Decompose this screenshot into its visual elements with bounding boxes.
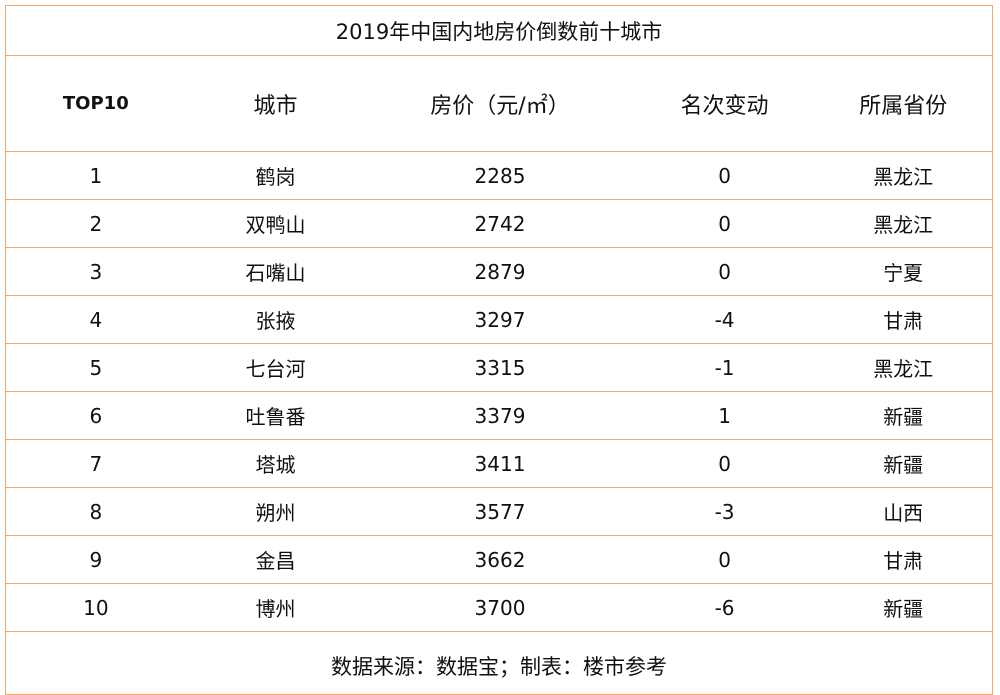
table-cell: 10 [83,595,109,620]
table-row: 3 石嘴山 2879 0 宁夏 [6,248,992,296]
table-row: 4 张掖 3297 -4 甘肃 [6,296,992,344]
table-cell: 新疆 [883,405,924,429]
table-row: 10 博州 3700 -6 新疆 [6,584,992,632]
table-cell: 博州 [255,597,296,621]
table-cell: 3411 [474,451,526,476]
header-row: TOP10 城市 房价（元/㎡） 名次变动 所属省份 [6,56,992,152]
table-cell: 2742 [474,211,526,236]
table-cell: 3315 [474,355,526,380]
table-cell: 黑龙江 [873,165,934,189]
table-row: 6 吐鲁番 3379 1 新疆 [6,392,992,440]
table-cell: 0 [718,547,731,572]
table: 2019年中国内地房价倒数前十城市 TOP10 城市 房价（元/㎡） 名次变动 所属省份… [5,5,993,695]
table-row: 9 金昌 3662 0 甘肃 [6,536,992,584]
table-cell: 新疆 [883,597,924,621]
table-cell: 2879 [474,259,526,284]
table-cell: 3379 [474,403,526,428]
table-title: 2019年中国内地房价倒数前十城市 [6,6,992,56]
table-row: 8 朔州 3577 -3 山西 [6,488,992,536]
table-cell: 0 [718,163,731,188]
table-cell: 吐鲁番 [245,405,306,429]
table-cell: 七台河 [245,357,306,381]
table-cell: 山西 [883,501,924,525]
table-cell: 3 [89,259,103,284]
table-cell: 宁夏 [883,261,924,285]
table-cell: -3 [714,499,735,524]
table-row: 2 双鸭山 2742 0 黑龙江 [6,200,992,248]
table-cell: 鹤岗 [255,165,296,189]
table-cell: 7 [89,451,103,476]
table-cell: 3297 [474,307,526,332]
table-cell: 3700 [474,595,526,620]
table-cell: 5 [89,355,103,380]
table-cell: 甘肃 [883,309,924,333]
table-row: 7 塔城 3411 0 新疆 [6,440,992,488]
table-cell: 2 [89,211,103,236]
table-cell: 黑龙江 [873,213,934,237]
header-cell: 房价（元/㎡） [430,93,570,119]
table-cell: 3577 [474,499,526,524]
table-cell: 张掖 [255,309,296,333]
table-cell: 甘肃 [883,549,924,573]
table-cell: 8 [89,499,103,524]
table-row: 1 鹤岗 2285 0 黑龙江 [6,152,992,200]
table-cell: 4 [89,307,103,332]
table-row: 5 七台河 3315 -1 黑龙江 [6,344,992,392]
table-cell: 石嘴山 [245,261,306,285]
table-cell: 0 [718,211,731,236]
header-cell: 名次变动 [680,93,769,119]
table-cell: 塔城 [255,453,296,477]
table-cell: 3662 [474,547,526,572]
table-cell: 9 [89,547,103,572]
table-cell: 6 [89,403,103,428]
header-cell: TOP10 [62,93,129,114]
table-cell: 新疆 [883,453,924,477]
header-cell: 城市 [253,93,298,119]
table-cell: -4 [714,307,735,332]
table-cell: 双鸭山 [245,213,306,237]
footer: 数据来源：数据宝；制表：楼市参考 [331,655,667,679]
table-cell: 朔州 [255,501,296,525]
table-cell: 0 [718,451,731,476]
table-cell: 黑龙江 [873,357,934,381]
table-cell: 金昌 [255,549,296,573]
table-body: 1 鹤岗 2285 0 黑龙江 2 双鸭山 2742 0 黑龙江 3 石嘴山 2879 0 宁夏 4 张掖 329… [6,152,992,632]
header-cell: 所属省份 [859,93,948,119]
table-cell: 1 [718,403,731,428]
table-cell: -1 [714,355,735,380]
table-cell: 1 [89,163,103,188]
table-cell: 2285 [474,163,526,188]
table-cell: 0 [718,259,731,284]
table-cell: -6 [714,595,735,620]
